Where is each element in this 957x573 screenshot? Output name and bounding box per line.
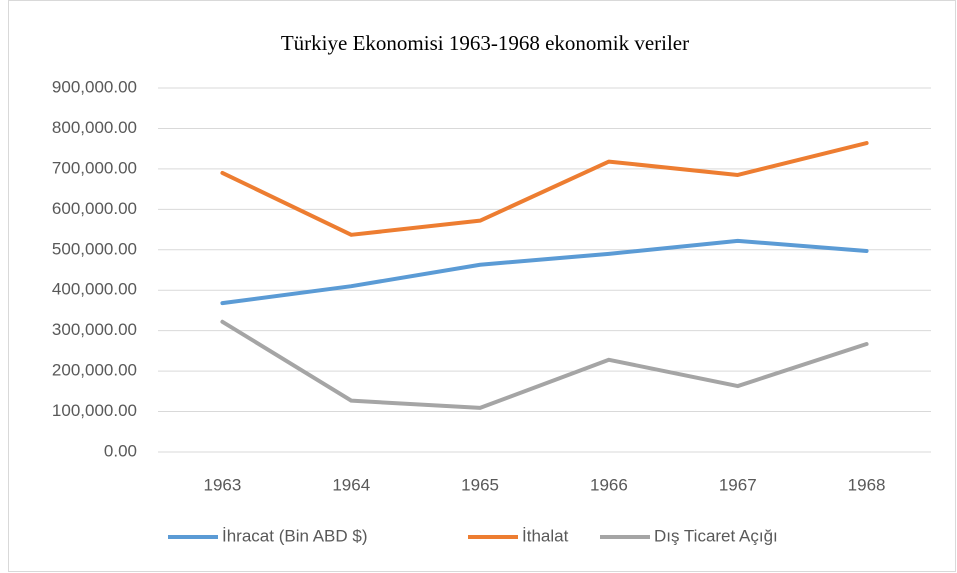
y-tick-label: 500,000.00 bbox=[52, 239, 137, 258]
y-tick-label: 600,000.00 bbox=[52, 199, 137, 218]
legend-label: İthalat bbox=[522, 526, 569, 545]
series-line bbox=[220, 319, 869, 410]
y-tick-label: 100,000.00 bbox=[52, 401, 137, 420]
x-tick-label: 1963 bbox=[204, 475, 242, 494]
x-tick-label: 1968 bbox=[848, 475, 886, 494]
x-tick-label: 1967 bbox=[719, 475, 757, 494]
y-tick-label: 700,000.00 bbox=[52, 158, 137, 177]
y-tick-label: 200,000.00 bbox=[52, 361, 137, 380]
legend-label: Dış Ticaret Açığı bbox=[654, 526, 778, 545]
y-tick-label: 400,000.00 bbox=[52, 280, 137, 299]
x-tick-label: 1966 bbox=[590, 475, 628, 494]
series-line bbox=[220, 238, 869, 306]
y-tick-label: 800,000.00 bbox=[52, 118, 137, 137]
y-tick-label: 900,000.00 bbox=[52, 77, 137, 96]
legend-label: İhracat (Bin ABD $) bbox=[222, 526, 368, 545]
chart-title: Türkiye Ekonomisi 1963-1968 ekonomik ver… bbox=[281, 31, 689, 55]
y-tick-label: 300,000.00 bbox=[52, 320, 137, 339]
x-tick-label: 1965 bbox=[461, 475, 499, 494]
x-tick-label: 1964 bbox=[332, 475, 370, 494]
series-line bbox=[220, 141, 869, 237]
chart-frame bbox=[8, 0, 956, 572]
y-tick-label: 0.00 bbox=[104, 441, 137, 460]
